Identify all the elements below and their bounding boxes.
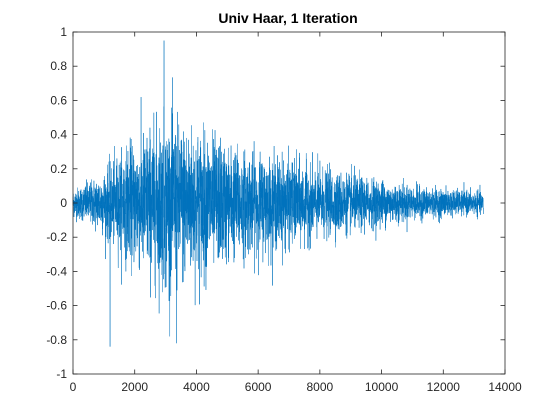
y-tick-label: 1 bbox=[60, 25, 67, 39]
x-tick-label: 14000 bbox=[488, 380, 522, 394]
x-tick-label: 6000 bbox=[245, 380, 272, 394]
y-tick-label: -0.2 bbox=[46, 230, 67, 244]
y-tick-label: 0.8 bbox=[50, 59, 67, 73]
series-line bbox=[72, 40, 484, 347]
x-tick-label: 4000 bbox=[183, 380, 210, 394]
y-tick-label: -1 bbox=[56, 367, 67, 381]
y-tick-label: -0.8 bbox=[46, 333, 67, 347]
x-tick-label: 8000 bbox=[307, 380, 334, 394]
y-tick-label: 0.2 bbox=[50, 162, 67, 176]
y-tick-label: -0.6 bbox=[46, 299, 67, 313]
chart-title: Univ Haar, 1 Iteration bbox=[218, 10, 357, 26]
y-tick-label: 0 bbox=[60, 196, 67, 210]
y-tick-label: -0.4 bbox=[46, 264, 67, 278]
y-tick-label: 0.4 bbox=[50, 128, 67, 142]
y-tick-label: 0.6 bbox=[50, 93, 67, 107]
x-tick-label: 12000 bbox=[427, 380, 461, 394]
series-layer bbox=[72, 40, 484, 347]
x-tick-label: 2000 bbox=[121, 380, 148, 394]
axes-layer: 0 2000 4000 6000 8000 10000 12000 14000 1 0.8 0.6 0… bbox=[46, 25, 522, 394]
x-tick-label: 10000 bbox=[365, 380, 399, 394]
x-tick-label: 0 bbox=[70, 380, 77, 394]
